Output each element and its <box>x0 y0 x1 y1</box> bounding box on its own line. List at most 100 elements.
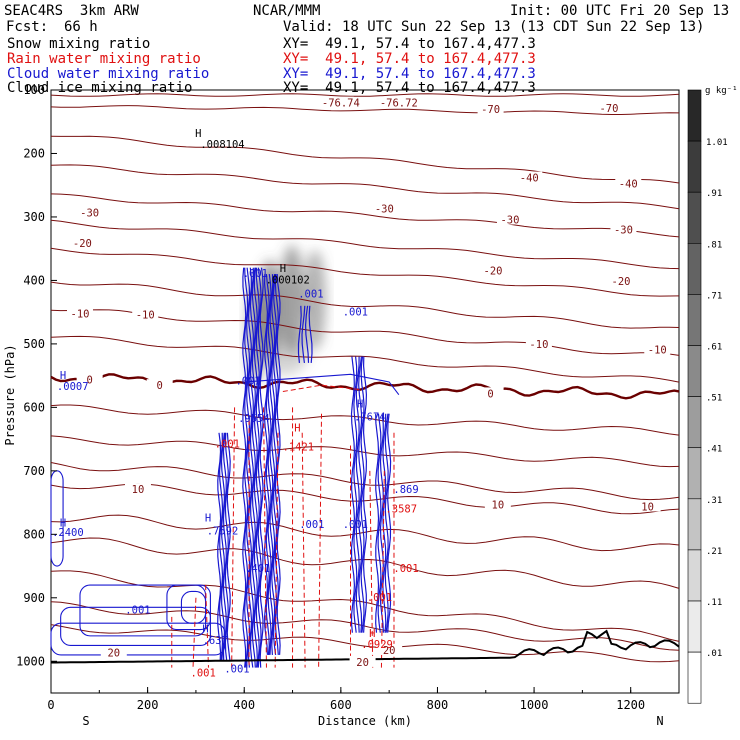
temperature-contour-label: 0 <box>86 374 92 386</box>
colorbar-unit: g kg⁻¹ <box>705 86 738 96</box>
colorbar-band <box>687 498 702 551</box>
cloud-water-contour <box>360 356 365 633</box>
x-axis-label: Distance (km) <box>318 714 412 728</box>
y-tick-label: 200 <box>23 146 45 160</box>
temperature-contour-label: -30 <box>614 225 633 237</box>
temperature-contour-label: -30 <box>375 204 394 216</box>
cloud-water-contour <box>220 432 226 662</box>
cloud-water-contour <box>50 470 64 567</box>
extrema-labels: H.008104H.000102.001.001.001H.0007.001.9… <box>52 128 419 680</box>
cloud-water-contour <box>60 606 211 646</box>
label-bg <box>376 643 403 655</box>
colorbar-band <box>687 140 702 193</box>
extremum-label: H <box>195 128 201 140</box>
extremum-label: H <box>280 263 286 275</box>
temperature-contour <box>50 164 680 210</box>
extremum-label: .1421 <box>283 442 315 454</box>
label-bg <box>76 206 103 218</box>
y-tick-label: 300 <box>23 210 45 224</box>
label-bg <box>76 373 103 385</box>
temperature-contour-label: 0 <box>487 388 493 400</box>
temperature-contour <box>50 219 680 270</box>
temperature-contour-label: 0 <box>157 380 163 392</box>
temperature-contour-label: -10 <box>648 345 667 357</box>
extremum-label: H <box>294 422 300 434</box>
cloud-water-contour <box>362 356 368 633</box>
label-bg <box>371 202 398 214</box>
cloud-water-contour <box>350 356 356 633</box>
colorbar-band <box>687 345 702 397</box>
temperature-contour-label: 10 <box>492 499 505 511</box>
cloud-water-contour <box>267 274 272 655</box>
temperature-contour-label: 10 <box>641 501 654 513</box>
rain-water-contour <box>263 407 267 668</box>
field-xy-snow: XY= 49.1, 57.4 to 167.4,477.3 <box>283 36 536 52</box>
cloud-water-contour <box>379 413 384 633</box>
temperature-contour-label: 20 <box>356 657 369 669</box>
temperature-contour-label: -76.72 <box>380 98 418 110</box>
temperature-contour <box>50 105 680 115</box>
plot-frame <box>50 89 680 694</box>
colorbar-band <box>687 294 702 346</box>
temperature-contour-label: -40 <box>520 173 539 185</box>
colorbar-band <box>687 549 702 602</box>
cloud-water-contour <box>249 267 255 668</box>
temperature-contour <box>50 435 680 468</box>
temperature-contour-label: -30 <box>80 208 99 220</box>
colorbar-band <box>687 651 702 704</box>
cloud-water-contour <box>304 305 310 363</box>
temperature-contour-label: -20 <box>484 265 503 277</box>
rain-water-contour <box>192 597 197 668</box>
extremum-label: .001 <box>235 376 260 388</box>
colorbar-level-label: .41 <box>706 445 722 455</box>
colorbar-band <box>687 191 702 244</box>
colorbar: 1.01 .91 .81 .71 .61 .51 .41 .31 .21 .11 .01 <box>687 89 728 704</box>
temperature-contour <box>50 247 680 297</box>
x-tick-label: 800 <box>427 698 449 712</box>
x-tick-label: 1000 <box>520 698 549 712</box>
cloud-water-contour <box>244 373 400 396</box>
init-time: Init: 00 UTC Fri 20 Sep 13 <box>510 3 730 19</box>
extremum-label: .2400 <box>52 527 84 539</box>
label-bg <box>634 500 661 512</box>
extremum-label: .637 <box>203 635 228 647</box>
fcst-value: 66 h <box>64 19 98 35</box>
extremum-label: H <box>369 628 375 640</box>
cloud-water-contour <box>355 356 360 633</box>
x-tick-label: 400 <box>233 698 255 712</box>
rain-water-contour <box>318 413 323 668</box>
temperature-contour-label: -76.74 <box>322 98 360 110</box>
extremum-label: .0929 <box>361 639 393 651</box>
cloud-water-contour <box>301 305 306 363</box>
cloud-water-contour <box>251 267 256 668</box>
cloud-water-contour <box>377 413 382 633</box>
colorbar-band <box>687 243 702 295</box>
valid-time: Valid: 18 UTC Sun 22 Sep 13 (13 CDT Sun … <box>283 19 705 35</box>
colorbar-level-label: .71 <box>706 291 722 301</box>
extremum-label: .001 <box>367 592 392 604</box>
extremum-label: .001 <box>243 268 268 280</box>
rain-water-contour <box>231 407 236 668</box>
label-bg <box>525 337 552 349</box>
label-bg <box>327 96 354 108</box>
y-tick-label: 900 <box>23 591 45 605</box>
label-bg <box>132 308 159 320</box>
rain-water-contour <box>369 470 374 668</box>
temperature-contour <box>50 537 680 589</box>
temperature-contour <box>50 514 680 552</box>
y-tick-label: 500 <box>23 337 45 351</box>
extremum-label: .001 <box>393 563 418 575</box>
cloud-water-contour <box>272 274 278 655</box>
temperature-contour-label: -70 <box>481 104 500 116</box>
extremum-label: .001 <box>224 664 249 676</box>
colorbar-level-label: .61 <box>706 343 722 353</box>
extremum-label: H <box>357 398 363 410</box>
cloud-water-contour <box>358 356 363 633</box>
rain-water-contours <box>171 384 395 668</box>
temperature-contour <box>50 570 680 642</box>
cloud-water-contour <box>384 413 389 633</box>
axes: 0 200 400 600 800 1000 12001002003004005006007… <box>16 83 680 712</box>
cloud-water-contour <box>222 432 227 662</box>
cloud-water-contour <box>269 274 274 655</box>
